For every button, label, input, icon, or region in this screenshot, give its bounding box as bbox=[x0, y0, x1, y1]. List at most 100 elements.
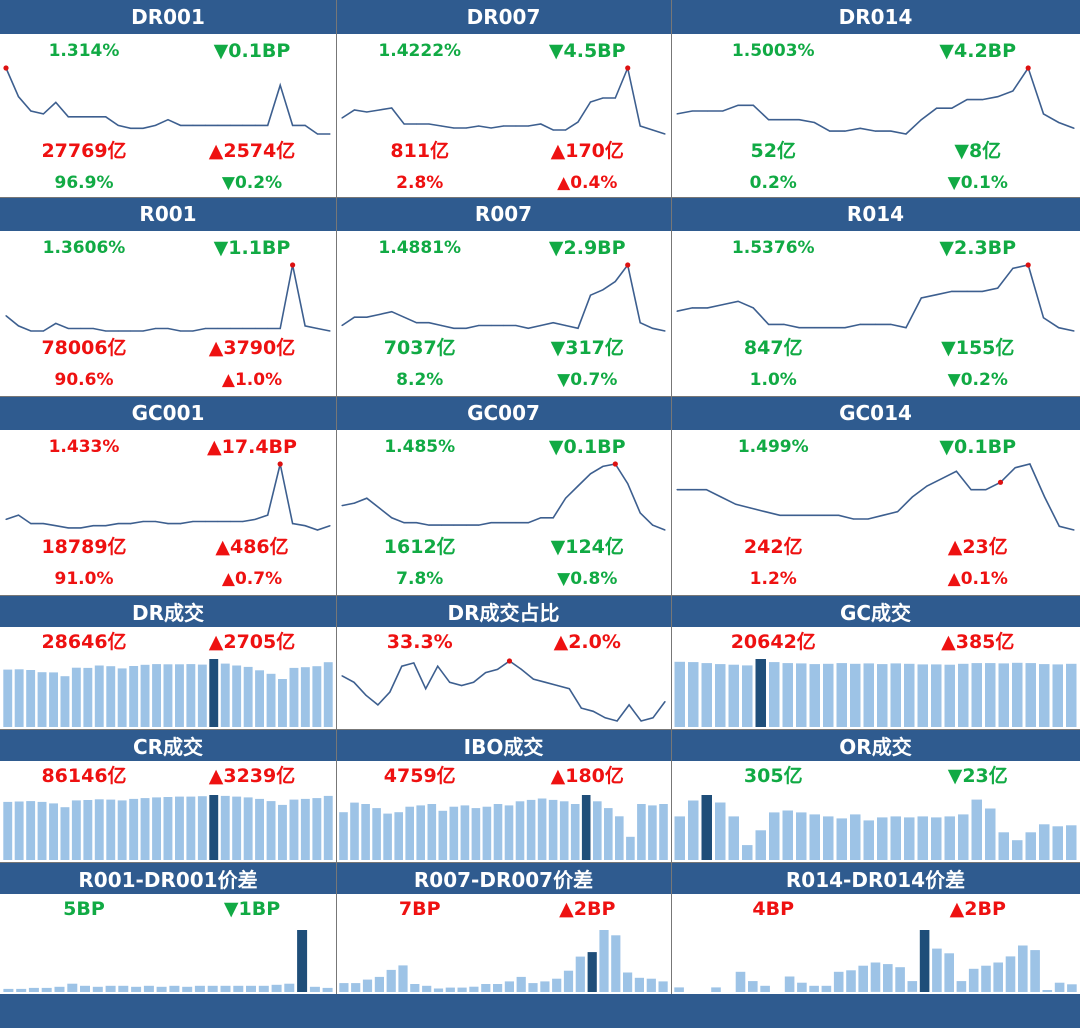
panel-gc-11: GC成交 20642亿 ▲385亿 bbox=[671, 595, 1080, 729]
bar bbox=[528, 983, 538, 992]
data-point bbox=[540, 324, 542, 327]
bar bbox=[362, 979, 373, 992]
data-point bbox=[706, 110, 709, 112]
bar bbox=[796, 812, 807, 860]
bar bbox=[674, 661, 685, 727]
bar-highlight bbox=[701, 795, 712, 860]
data-point bbox=[80, 116, 82, 118]
data-point bbox=[242, 124, 244, 126]
bar bbox=[92, 986, 103, 992]
data-point bbox=[67, 527, 69, 529]
data-point bbox=[664, 133, 666, 135]
bar bbox=[16, 988, 27, 992]
panel-change: ▼23亿 bbox=[947, 765, 1008, 787]
data-point bbox=[627, 482, 629, 485]
series-line bbox=[5, 67, 330, 135]
data-point bbox=[403, 123, 405, 125]
data-point bbox=[568, 688, 570, 690]
bar bbox=[152, 797, 161, 860]
rate-change: ▼2.3BP bbox=[939, 237, 1017, 259]
panel-title: R001 bbox=[0, 197, 336, 231]
data-point bbox=[981, 98, 983, 101]
volume-change: ▲2574亿 bbox=[208, 140, 296, 162]
bar bbox=[3, 669, 13, 727]
bar bbox=[701, 663, 712, 727]
data-point bbox=[577, 485, 579, 487]
data-point bbox=[589, 473, 592, 475]
data-point bbox=[42, 113, 44, 115]
grid-divider-horizontal bbox=[0, 396, 1080, 397]
rate-value: 1.485% bbox=[384, 437, 456, 457]
data-point bbox=[440, 524, 442, 526]
rate-change: ▼2.9BP bbox=[548, 237, 626, 259]
data-point bbox=[1043, 496, 1046, 498]
max-marker bbox=[1025, 262, 1031, 268]
bar-chart bbox=[3, 659, 333, 727]
data-point bbox=[532, 678, 535, 680]
rate-change: ▼1.1BP bbox=[213, 237, 291, 259]
bar bbox=[427, 804, 437, 860]
volume-change: ▲486亿 bbox=[215, 536, 289, 558]
bar bbox=[985, 663, 996, 727]
data-point bbox=[874, 130, 877, 132]
share-value: 90.6% bbox=[54, 370, 114, 390]
bar bbox=[289, 667, 299, 727]
panel-title: DR014 bbox=[671, 0, 1080, 34]
sparkline-chart bbox=[676, 463, 1075, 531]
data-point bbox=[602, 289, 604, 291]
data-point bbox=[580, 707, 582, 709]
data-point bbox=[577, 121, 579, 123]
data-point bbox=[341, 324, 343, 327]
data-point bbox=[329, 525, 331, 527]
data-point bbox=[1058, 525, 1060, 527]
data-point bbox=[1012, 267, 1014, 269]
data-point bbox=[267, 514, 269, 516]
data-point bbox=[722, 304, 724, 306]
data-point bbox=[465, 127, 467, 129]
bar bbox=[394, 812, 403, 860]
bar bbox=[1039, 824, 1050, 860]
data-point bbox=[783, 323, 785, 325]
max-marker bbox=[3, 65, 9, 71]
data-point bbox=[378, 313, 380, 316]
bar bbox=[1066, 825, 1077, 860]
data-point bbox=[105, 116, 107, 118]
data-point bbox=[449, 681, 451, 683]
bar bbox=[548, 799, 558, 860]
bar bbox=[782, 663, 793, 727]
data-point bbox=[105, 525, 107, 527]
data-point bbox=[628, 704, 630, 706]
share-change: ▼0.8% bbox=[557, 569, 618, 589]
data-point bbox=[813, 327, 816, 329]
data-point bbox=[254, 518, 256, 520]
bar bbox=[877, 817, 888, 860]
data-point bbox=[30, 110, 32, 112]
bar bbox=[207, 985, 218, 992]
series-line bbox=[677, 463, 1075, 531]
data-point bbox=[292, 124, 294, 126]
volume-value: 78006亿 bbox=[41, 337, 127, 359]
bar-chart bbox=[3, 930, 333, 992]
share-value: 96.9% bbox=[54, 173, 114, 193]
data-point bbox=[453, 127, 455, 129]
bar bbox=[850, 814, 861, 860]
panel-change: ▲385亿 bbox=[941, 631, 1015, 653]
data-point bbox=[935, 107, 938, 109]
bar bbox=[883, 964, 893, 992]
data-point bbox=[882, 514, 884, 516]
footer-bar bbox=[0, 994, 1080, 1028]
data-point bbox=[735, 503, 737, 505]
data-point bbox=[935, 294, 938, 296]
panel-dr0142: DR014 1.5003% ▼4.2BP 52亿 ▼8亿 0.2% ▼0.1% bbox=[671, 0, 1080, 197]
data-point bbox=[204, 520, 206, 523]
panel-title: GC014 bbox=[671, 396, 1080, 430]
data-point bbox=[966, 290, 968, 292]
bar bbox=[1030, 950, 1040, 992]
bar bbox=[284, 983, 295, 992]
series-line bbox=[676, 264, 1075, 332]
bar bbox=[3, 801, 13, 860]
bar bbox=[1012, 662, 1023, 727]
data-point bbox=[130, 330, 132, 332]
max-marker bbox=[612, 461, 618, 467]
volume-value: 1612亿 bbox=[383, 536, 456, 558]
